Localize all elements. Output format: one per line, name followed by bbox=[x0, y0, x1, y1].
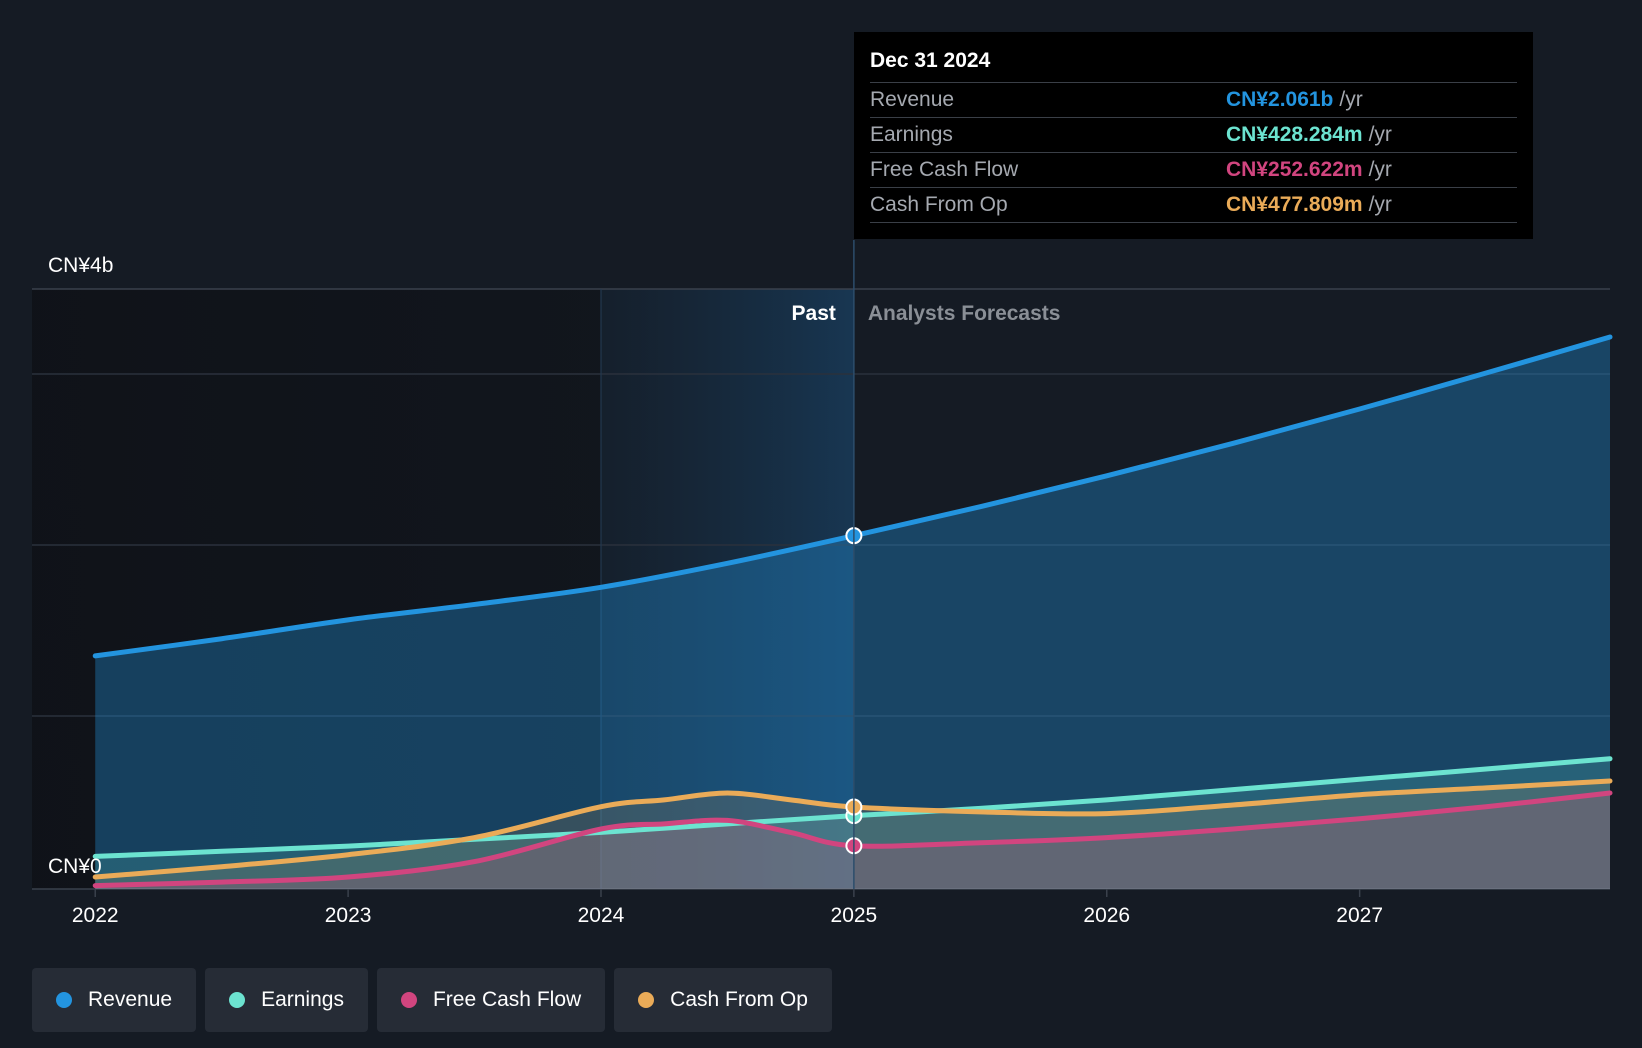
tooltip-value: CN¥477.809m bbox=[1226, 193, 1363, 216]
tooltip: Dec 31 2024 Revenue CN¥2.061b /yr Earnin… bbox=[854, 32, 1533, 239]
x-tick-label: 2025 bbox=[831, 904, 878, 927]
legend-dot-icon bbox=[56, 992, 72, 1008]
legend-dot-icon bbox=[229, 992, 246, 1008]
legend-label: Earnings bbox=[261, 988, 344, 1011]
tooltip-value: CN¥428.284m bbox=[1226, 123, 1363, 146]
area-free-cash-flow bbox=[95, 793, 1610, 889]
tooltip-value: CN¥2.061b bbox=[1226, 88, 1334, 111]
legend-label: Revenue bbox=[88, 988, 173, 1011]
tooltip-value: CN¥252.622m bbox=[1226, 158, 1363, 181]
legend-label: Cash From Op bbox=[670, 988, 808, 1011]
tooltip-unit: /yr bbox=[1339, 88, 1363, 111]
past-label: Past bbox=[792, 302, 836, 325]
recent-past-highlight bbox=[600, 289, 854, 889]
line-free-cash-flow bbox=[92, 790, 1613, 889]
y-axis-top-label: CN¥4b bbox=[48, 254, 113, 277]
tooltip-row-free-cash-flow: Free Cash Flow CN¥252.622m /yr bbox=[870, 152, 1517, 187]
x-tick-label: 2023 bbox=[325, 904, 372, 927]
legend-dot-icon bbox=[638, 992, 655, 1008]
legend-item-revenue[interactable]: Revenue bbox=[32, 968, 197, 1032]
y-axis-bottom-label: CN¥0 bbox=[48, 855, 102, 878]
tooltip-label: Free Cash Flow bbox=[870, 158, 1019, 181]
legend-item-cash-from-op[interactable]: Cash From Op bbox=[614, 968, 832, 1032]
x-tick-label: 2022 bbox=[72, 904, 119, 927]
background-layer bbox=[32, 289, 854, 889]
x-axis-ticks: 2022 2023 2024 2025 2026 2027 bbox=[72, 889, 1383, 927]
line-cash-from-op bbox=[92, 778, 1613, 880]
legend-label: Free Cash Flow bbox=[432, 988, 582, 1011]
x-tick-label: 2026 bbox=[1083, 904, 1130, 927]
tooltip-label: Earnings bbox=[870, 123, 953, 146]
tooltip-date: Dec 31 2024 bbox=[870, 49, 991, 72]
area-revenue bbox=[95, 337, 1610, 889]
tooltip-label: Cash From Op bbox=[870, 193, 1008, 216]
legend-item-earnings[interactable]: Earnings bbox=[205, 968, 368, 1032]
tooltip-label: Revenue bbox=[870, 88, 955, 111]
legend: Revenue Earnings Free Cash Flow Cash Fro… bbox=[32, 968, 832, 1032]
forecast-label: Analysts Forecasts bbox=[868, 302, 1061, 325]
tooltip-unit: /yr bbox=[1368, 193, 1392, 216]
legend-dot-icon bbox=[400, 992, 417, 1008]
tooltip-row-cash-from-op: Cash From Op CN¥477.809m /yr bbox=[870, 187, 1517, 223]
tooltip-row-revenue: Revenue CN¥2.061b /yr bbox=[870, 82, 1517, 117]
tooltip-unit: /yr bbox=[1368, 158, 1392, 181]
tooltip-row-earnings: Earnings CN¥428.284m /yr bbox=[870, 117, 1517, 152]
past-region-shade bbox=[32, 289, 601, 889]
legend-item-free-cash-flow[interactable]: Free Cash Flow bbox=[376, 968, 606, 1032]
x-tick-label: 2027 bbox=[1336, 904, 1383, 927]
tooltip-unit: /yr bbox=[1368, 123, 1392, 146]
x-tick-label: 2024 bbox=[578, 904, 625, 927]
